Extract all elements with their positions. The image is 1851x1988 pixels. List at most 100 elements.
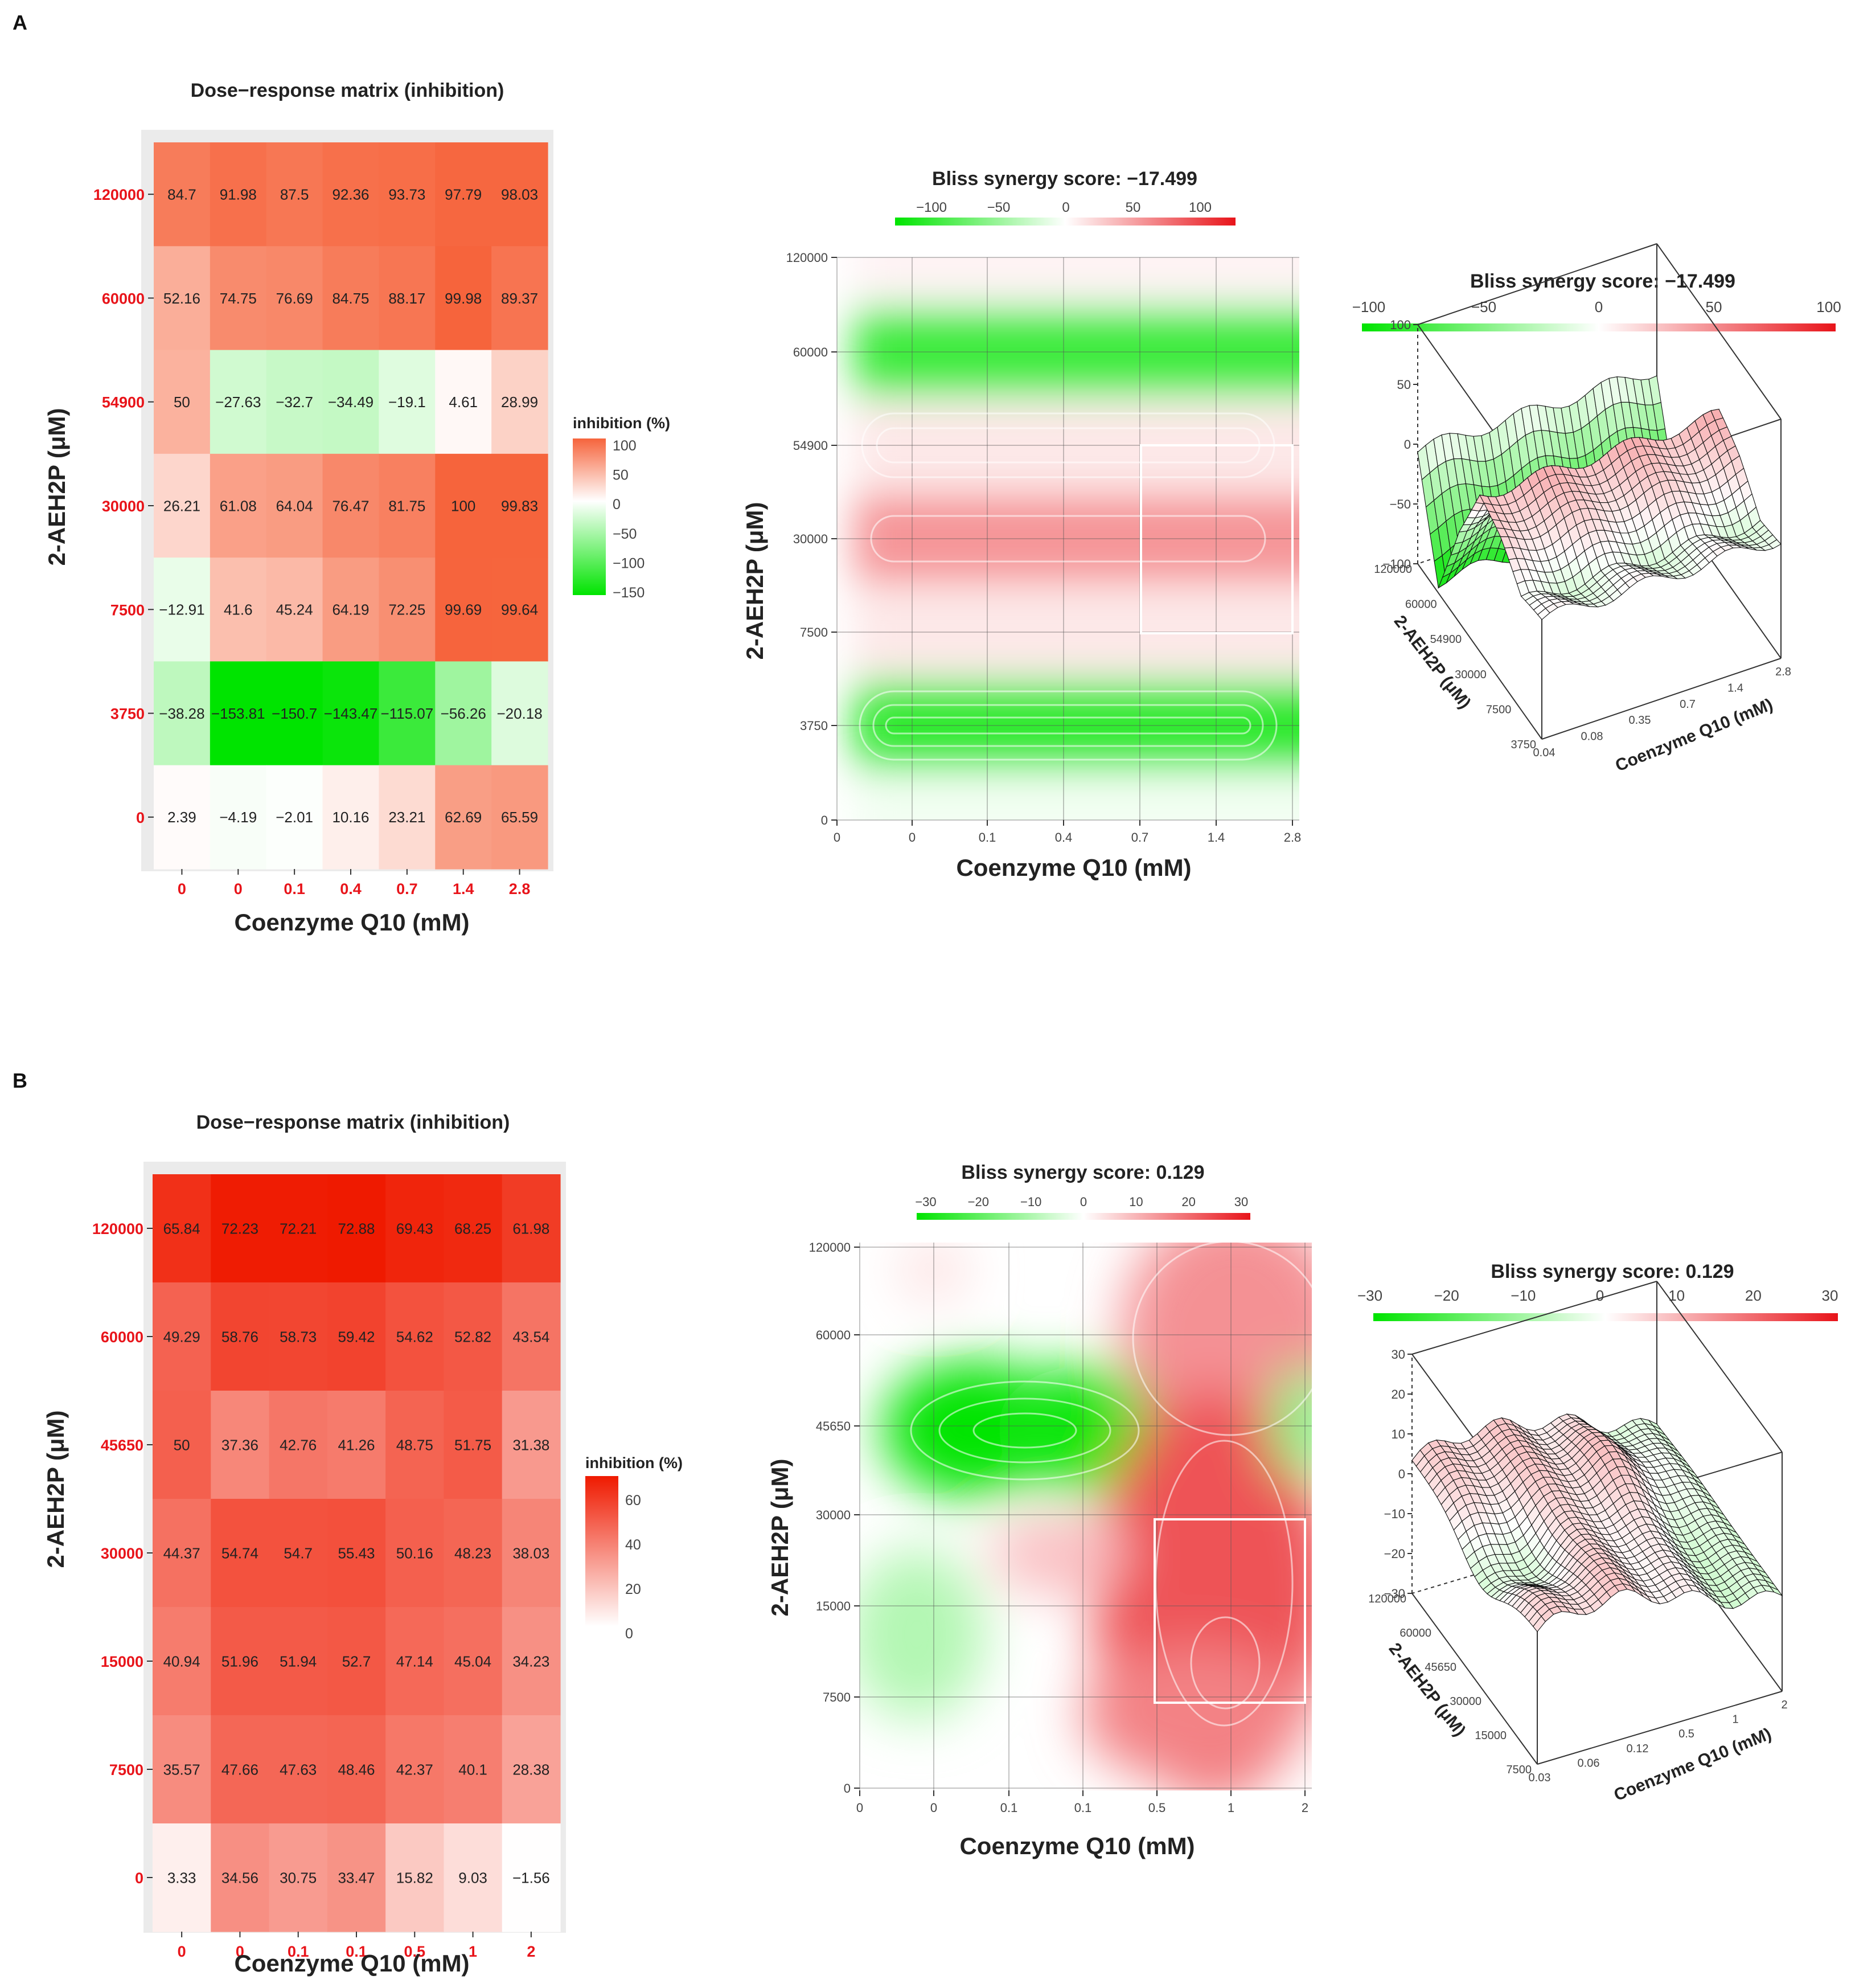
- cell-value: 100: [451, 497, 475, 514]
- x-tick-label: 0.1: [1074, 1801, 1092, 1815]
- synergy-region: [991, 1515, 1127, 1595]
- y-tick-label: 120000: [786, 251, 828, 265]
- heatmap-cell: [502, 1282, 561, 1391]
- colorbar-tick-label: 20: [1181, 1195, 1195, 1209]
- b2-smoothed-regions: [860, 1243, 1312, 1790]
- y-tick-label: 45650: [1425, 1661, 1456, 1674]
- heatmap-cell: [210, 661, 267, 766]
- colorbar-tick-label: 30: [1234, 1195, 1248, 1209]
- heatmap-cell: [153, 1499, 211, 1608]
- cell-value: 23.21: [388, 809, 425, 826]
- cell-value: −20.18: [496, 705, 542, 722]
- heatmap-cell: [385, 1607, 445, 1716]
- heatmap-cell: [327, 1391, 386, 1499]
- cell-value: 99.83: [501, 497, 538, 514]
- box-edge: [1411, 1593, 1538, 1765]
- a2-highlight-box: [1140, 444, 1294, 634]
- legend-tick-label: 60: [625, 1493, 641, 1509]
- b1-legend-ticks: 60 40 20 0: [625, 1493, 641, 1642]
- cell-value: −150.7: [272, 705, 317, 722]
- a3-colorbar: [1362, 323, 1836, 331]
- heatmap-cell: [491, 661, 548, 766]
- a1-cells: 84.7 91.98 87.5 92.36 93.73 97.79 98.03 52.16 74…: [154, 142, 548, 870]
- cell-value: 15.82: [396, 1869, 433, 1886]
- a2-y-axis-title: 2-AEH2P (μM): [741, 502, 768, 660]
- contour-line: [885, 716, 1251, 735]
- heatmap-cell: [327, 1823, 386, 1932]
- heatmap-cell: [266, 765, 323, 870]
- x-tick-label: 0.7: [1680, 698, 1696, 711]
- cell-value: 61.98: [512, 1220, 549, 1237]
- cell-value: 76.47: [332, 497, 369, 514]
- cell-value: 52.82: [454, 1328, 491, 1345]
- colorbar-tick-label: −10: [1511, 1287, 1536, 1304]
- b1-legend-title: inhibition (%): [585, 1454, 683, 1471]
- cell-value: 43.54: [512, 1328, 549, 1345]
- panel-b-surface-3d: Bliss synergy score: 0.129 −30 −20 −10 0 10 2…: [1357, 1261, 1838, 1805]
- colorbar-tick-label: 30: [1822, 1287, 1838, 1304]
- synergy-region: [860, 1549, 985, 1720]
- colorbar-tick-label: 100: [1816, 298, 1841, 315]
- legend-tick-label: 0: [625, 1626, 633, 1642]
- colorbar-tick-label: −30: [915, 1195, 936, 1209]
- x-tick-label: 2.8: [1775, 666, 1791, 678]
- x-tick-label: 0.7: [1131, 830, 1149, 845]
- legend-tick-label: 0: [613, 497, 621, 513]
- heatmap-cell: [153, 1715, 211, 1824]
- y-tick-label: 0: [135, 1870, 143, 1887]
- y-tick-label: 0: [136, 809, 145, 826]
- cell-value: 41.6: [224, 601, 253, 618]
- cell-value: −38.28: [159, 705, 204, 722]
- x-tick-label: 0: [178, 880, 186, 897]
- cell-value: 65.59: [501, 809, 538, 826]
- colorbar-tick-label: −20: [968, 1195, 989, 1209]
- x-tick-label: 0: [856, 1801, 863, 1815]
- heatmap-cell: [435, 142, 492, 247]
- box-edge: [1541, 658, 1782, 740]
- cell-value: −4.19: [219, 809, 257, 826]
- colorbar-tick-label: 0: [1080, 1195, 1087, 1209]
- y-tick-label: 30000: [816, 1508, 851, 1522]
- b3-surface: 3020100−10−20−30120000600004565030000150…: [1368, 1281, 1788, 1805]
- cell-value: 76.69: [276, 290, 313, 307]
- cell-value: 61.08: [220, 497, 257, 514]
- cell-value: 44.37: [163, 1544, 200, 1561]
- heatmap-cell: [502, 1715, 561, 1824]
- heatmap-cell: [211, 1823, 270, 1932]
- x-tick-label: 0.08: [1581, 731, 1603, 743]
- contour-line: [972, 1412, 1077, 1449]
- cell-value: 54.74: [221, 1544, 258, 1561]
- z-tick-label: 30: [1392, 1347, 1405, 1362]
- x-tick-label: 0.7: [396, 880, 418, 897]
- cell-value: 97.79: [445, 186, 482, 203]
- y-tick-label: 30000: [102, 498, 145, 515]
- cell-value: 33.47: [338, 1869, 375, 1886]
- heatmap-cell: [491, 350, 548, 454]
- x-tick-label: 0.1: [284, 880, 305, 897]
- x-tick-label: 2: [1302, 1801, 1308, 1815]
- heatmap-cell: [502, 1391, 561, 1499]
- cell-value: 51.75: [454, 1436, 491, 1453]
- cell-value: 42.37: [396, 1761, 433, 1778]
- heatmap-cell: [154, 765, 211, 870]
- cell-value: 72.25: [388, 601, 425, 618]
- heatmap-cell: [153, 1282, 211, 1391]
- z-tick-label: −30: [1384, 1587, 1405, 1601]
- heatmap-cell: [491, 142, 548, 247]
- cell-value: 91.98: [220, 186, 257, 203]
- b2-grid: [859, 1243, 1312, 1790]
- cell-value: −1.56: [512, 1869, 550, 1886]
- contour-line: [872, 704, 1264, 747]
- cell-value: −27.63: [215, 393, 261, 411]
- heatmap-cell: [435, 558, 492, 662]
- a1-legend-colorbar: [573, 438, 606, 595]
- cell-value: 10.16: [332, 809, 369, 826]
- panel-a-synergy-map: Bliss synergy score: −17.499 −100 −50 0 50 1…: [741, 168, 1301, 881]
- heatmap-cell: [435, 246, 492, 351]
- cell-value: 84.75: [332, 290, 369, 307]
- heatmap-cell: [502, 1823, 561, 1932]
- cell-value: 84.7: [167, 186, 196, 203]
- box-edge: [1417, 243, 1657, 325]
- x-tick-label: 0.4: [340, 880, 362, 897]
- cell-value: −115.07: [380, 705, 433, 722]
